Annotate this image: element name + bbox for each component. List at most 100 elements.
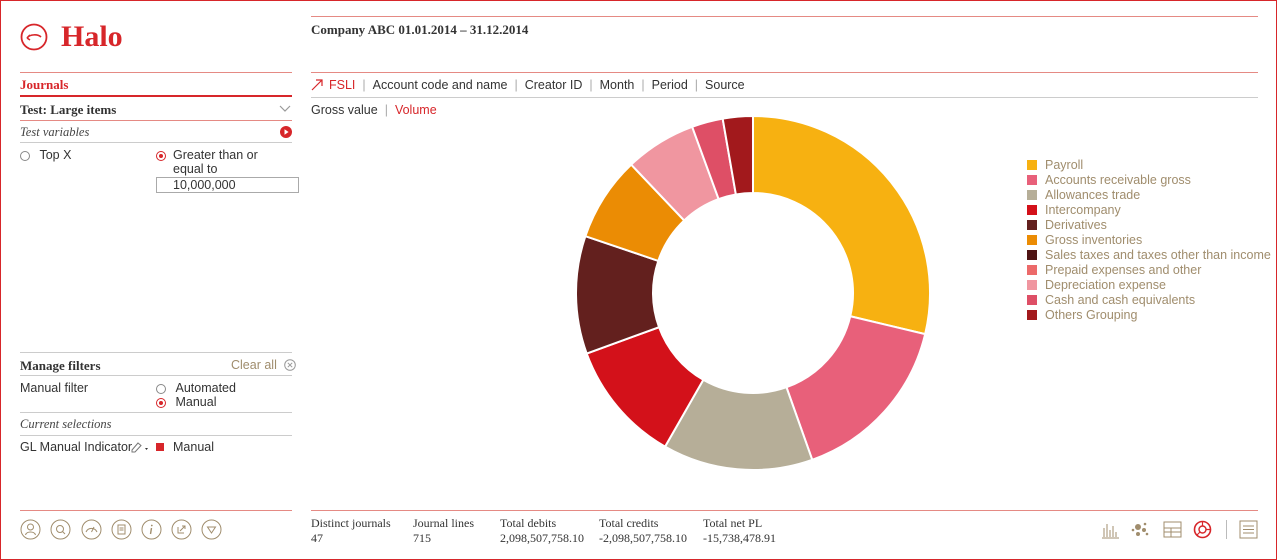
stat-total-debits: Total debits 2,098,507,758.10 (500, 516, 584, 546)
page-title: Company ABC 01.01.2014 – 31.12.2014 (311, 22, 529, 37)
left-rule (20, 142, 292, 143)
selection-color-swatch (156, 443, 164, 451)
legend-swatch (1027, 295, 1037, 306)
stat-label: Total debits (500, 516, 557, 530)
legend-swatch (1027, 219, 1037, 230)
legend-label: Sales taxes and taxes other than income (1045, 248, 1271, 263)
option-automated-label: Automated (175, 381, 236, 395)
legend-item[interactable]: Derivatives (1027, 217, 1271, 232)
legend-swatch (1027, 189, 1037, 200)
tab-period[interactable]: Period (651, 78, 688, 92)
radio-top-x[interactable] (20, 150, 30, 161)
footer-divider (1226, 520, 1227, 539)
legend-swatch (1027, 265, 1037, 276)
journals-section-title[interactable]: Journals (20, 77, 69, 92)
stat-total-credits: Total credits -2,098,507,758.10 (599, 516, 687, 546)
clear-all-label: Clear all (231, 358, 277, 372)
test-variables-label: Test variables (20, 125, 90, 139)
manage-filters-title: Manage filters (20, 358, 101, 373)
legend-label: Prepaid expenses and other (1045, 263, 1202, 278)
stat-journal-lines: Journal lines 715 (413, 516, 474, 546)
legend-item[interactable]: Prepaid expenses and other (1027, 263, 1271, 278)
left-rule (20, 375, 292, 376)
tab-separator: | (589, 78, 593, 92)
tab-month[interactable]: Month (599, 78, 635, 92)
legend-label: Gross inventories (1045, 233, 1143, 248)
option-automated[interactable]: Automated (156, 381, 236, 395)
legend-item[interactable]: Allowances trade (1027, 187, 1271, 202)
dimension-tabs: FSLI | Account code and name | Creator I… (311, 78, 745, 92)
tab-volume[interactable]: Volume (394, 103, 437, 117)
document-icon[interactable] (111, 519, 132, 540)
tab-gross-value[interactable]: Gross value (311, 103, 378, 117)
legend-label: Payroll (1045, 157, 1084, 172)
clear-all-button[interactable]: Clear all (231, 358, 296, 372)
legend-item[interactable]: Depreciation expense (1027, 278, 1271, 293)
legend-item[interactable]: Gross inventories (1027, 232, 1271, 247)
left-rule (20, 352, 292, 353)
search-icon[interactable] (50, 519, 71, 540)
option-top-x[interactable]: Top X (20, 148, 71, 162)
legend-item[interactable]: Intercompany (1027, 202, 1271, 217)
tab-separator: | (694, 78, 699, 92)
option-top-x-label: Top X (39, 148, 72, 162)
manual-filter-label: Manual filter (20, 381, 89, 395)
expand-icon[interactable] (311, 79, 323, 91)
legend-label: Allowances trade (1045, 187, 1141, 202)
legend-label: Accounts receivable gross (1045, 172, 1191, 187)
legend-swatch (1027, 250, 1037, 261)
logo[interactable]: Halo (20, 20, 123, 54)
stat-value: 47 (311, 531, 323, 545)
radio-greater[interactable] (156, 151, 166, 161)
tab-account-code[interactable]: Account code and name (372, 78, 508, 92)
current-selections-label: Current selections (20, 417, 112, 431)
donut-slice-payroll[interactable] (752, 114, 931, 336)
option-greater[interactable]: Greater than or equal to (156, 148, 273, 176)
legend-item[interactable]: Cash and cash equivalents (1027, 293, 1271, 308)
option-manual[interactable]: Manual (156, 395, 216, 409)
tab-fsli[interactable]: FSLI (329, 78, 356, 92)
legend-item[interactable]: Sales taxes and taxes other than income (1027, 248, 1271, 263)
user-icon[interactable] (20, 519, 41, 540)
left-rule (20, 435, 292, 436)
donut-slice-others-grouping[interactable] (721, 114, 754, 196)
legend-item[interactable]: Accounts receivable gross (1027, 172, 1271, 187)
legend-item[interactable]: Payroll (1027, 157, 1271, 172)
legend-label: Others Grouping (1045, 308, 1138, 323)
radio-automated[interactable] (156, 383, 166, 394)
test-select[interactable]: Test: Large items (20, 102, 117, 117)
info-icon[interactable] (141, 519, 162, 540)
play-icon[interactable] (280, 126, 292, 138)
measure-tabs: Gross value | Volume (311, 103, 437, 117)
edit-icon[interactable] (131, 441, 151, 453)
list-view-icon[interactable] (1238, 519, 1259, 540)
legend-swatch (1027, 174, 1037, 185)
radio-manual[interactable] (156, 397, 166, 408)
chevron-down-icon[interactable] (279, 105, 291, 113)
tab-separator: | (641, 78, 645, 92)
selection-value: Manual (173, 440, 214, 454)
legend-label: Cash and cash equivalents (1045, 293, 1196, 308)
legend-swatch (1027, 280, 1037, 291)
threshold-input[interactable]: 10,000,000 (156, 177, 299, 193)
export-icon[interactable] (171, 519, 192, 540)
halo-logo-icon (20, 23, 48, 51)
donut-chart-icon[interactable] (1192, 519, 1213, 540)
left-rule (20, 120, 292, 121)
donut-slice-accounts-receivable-gross[interactable] (785, 315, 927, 462)
legend-label: Depreciation expense (1045, 278, 1166, 293)
tab-source[interactable]: Source (705, 78, 745, 92)
stat-label: Journal lines (413, 516, 474, 530)
bar-chart-icon[interactable] (1100, 519, 1121, 540)
table-view-icon[interactable] (1162, 519, 1183, 540)
left-rule (20, 72, 292, 73)
stat-value: 715 (413, 531, 431, 545)
legend-item[interactable]: Others Grouping (1027, 308, 1271, 323)
tab-separator: | (362, 78, 366, 92)
tab-creator-id[interactable]: Creator ID (524, 78, 583, 92)
stat-value: -2,098,507,758.10 (599, 531, 687, 545)
filter-triangle-icon[interactable] (201, 519, 222, 540)
dashboard-gauge-icon[interactable] (81, 519, 102, 540)
bubble-chart-icon[interactable] (1130, 519, 1151, 540)
option-manual-label: Manual (175, 395, 217, 409)
